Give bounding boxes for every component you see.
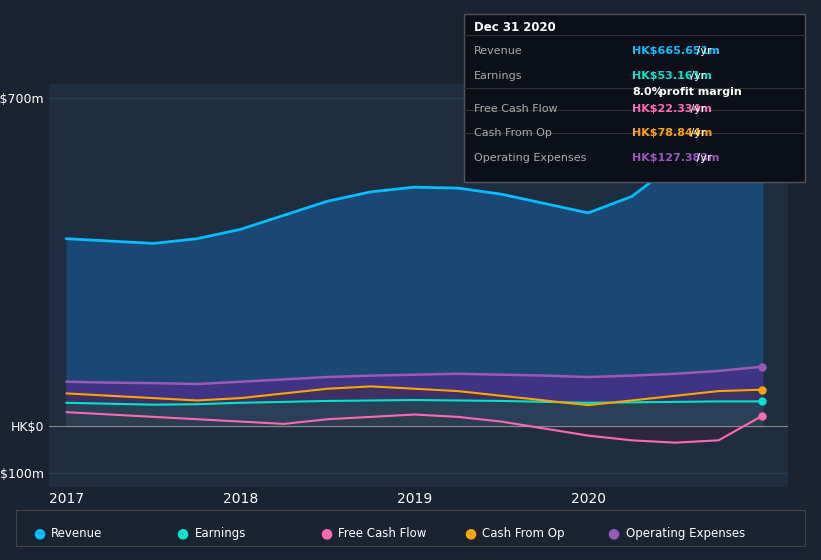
Text: HK$665.651m: HK$665.651m — [632, 46, 720, 57]
Text: Free Cash Flow: Free Cash Flow — [338, 526, 427, 540]
Text: /yr: /yr — [693, 46, 711, 57]
Text: /yr: /yr — [693, 153, 711, 163]
Text: ●: ● — [33, 526, 45, 540]
Text: /yr: /yr — [687, 128, 706, 138]
Text: HK$53.161m: HK$53.161m — [632, 71, 712, 81]
Text: Revenue: Revenue — [474, 46, 522, 57]
Text: Cash From Op: Cash From Op — [474, 128, 552, 138]
Text: ●: ● — [177, 526, 189, 540]
Text: /yr: /yr — [687, 104, 706, 114]
Text: HK$78.844m: HK$78.844m — [632, 128, 713, 138]
Text: ●: ● — [320, 526, 333, 540]
Text: HK$22.334m: HK$22.334m — [632, 104, 712, 114]
Text: Free Cash Flow: Free Cash Flow — [474, 104, 557, 114]
Text: Cash From Op: Cash From Op — [482, 526, 564, 540]
Text: ●: ● — [608, 526, 620, 540]
Text: /yr: /yr — [687, 71, 706, 81]
Text: Dec 31 2020: Dec 31 2020 — [474, 21, 556, 34]
Text: Operating Expenses: Operating Expenses — [474, 153, 586, 163]
Text: 8.0%: 8.0% — [632, 87, 663, 97]
Text: Operating Expenses: Operating Expenses — [626, 526, 745, 540]
Text: Earnings: Earnings — [195, 526, 246, 540]
Text: ●: ● — [464, 526, 476, 540]
Text: Revenue: Revenue — [51, 526, 103, 540]
Text: HK$127.383m: HK$127.383m — [632, 153, 720, 163]
Text: profit margin: profit margin — [655, 87, 742, 97]
Text: Earnings: Earnings — [474, 71, 522, 81]
